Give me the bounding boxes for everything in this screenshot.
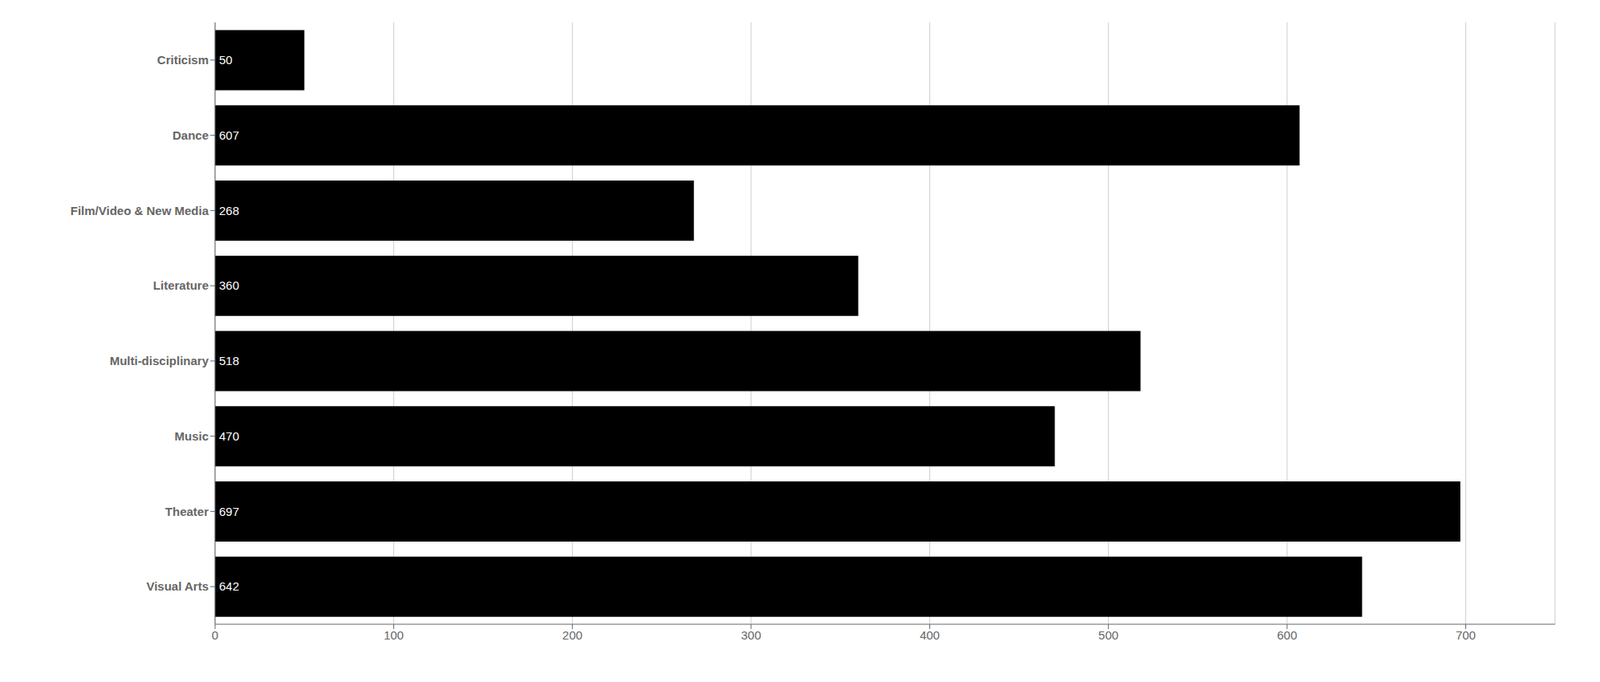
svg-text:Literature: Literature (153, 278, 209, 293)
svg-text:Theater: Theater (165, 504, 209, 519)
svg-text:642: 642 (219, 579, 240, 593)
svg-text:Dance: Dance (172, 128, 209, 143)
svg-text:Music: Music (174, 429, 209, 443)
svg-text:Film/Video & New Media: Film/Video & New Media (70, 203, 210, 218)
svg-text:Visual Arts: Visual Arts (146, 579, 209, 593)
svg-text:0: 0 (211, 628, 219, 642)
svg-text:697: 697 (219, 504, 240, 519)
svg-text:Criticism: Criticism (157, 52, 209, 67)
svg-text:100: 100 (383, 628, 404, 642)
svg-text:600: 600 (1276, 628, 1297, 642)
svg-text:400: 400 (919, 628, 940, 642)
svg-text:500: 500 (1098, 628, 1119, 642)
svg-text:200: 200 (562, 628, 583, 642)
svg-text:300: 300 (740, 628, 761, 642)
svg-text:470: 470 (219, 429, 240, 443)
svg-text:Multi-disciplinary: Multi-disciplinary (109, 353, 210, 368)
svg-text:700: 700 (1455, 628, 1476, 642)
svg-text:518: 518 (219, 353, 240, 368)
svg-text:360: 360 (219, 278, 240, 293)
svg-text:268: 268 (219, 203, 240, 218)
svg-text:607: 607 (219, 128, 240, 143)
svg-text:50: 50 (219, 52, 233, 67)
